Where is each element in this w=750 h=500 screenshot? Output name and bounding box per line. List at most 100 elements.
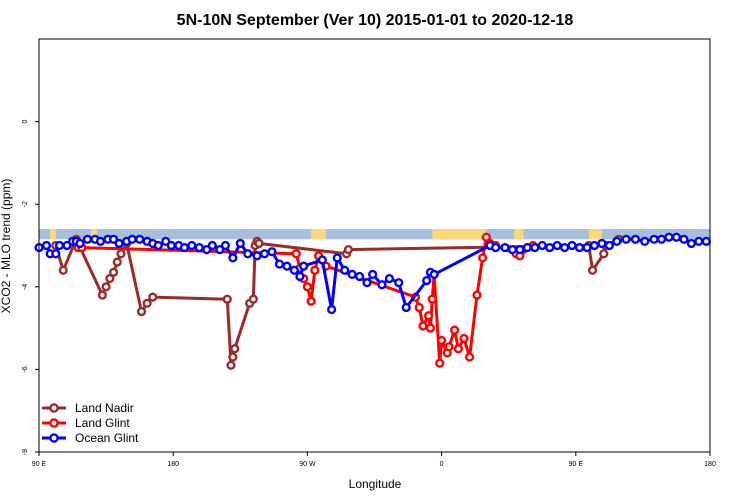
chart-title: 5N-10N September (Ver 10) 2015-01-01 to … xyxy=(177,12,574,29)
data-point xyxy=(207,240,217,251)
data-point xyxy=(377,280,387,290)
data-point xyxy=(289,265,299,275)
data-point xyxy=(567,240,577,251)
land-patch xyxy=(311,228,327,240)
data-point xyxy=(220,240,230,251)
data-point xyxy=(604,240,614,251)
data-point xyxy=(418,321,428,331)
data-point xyxy=(142,298,152,308)
y-tick-label: -8 xyxy=(22,449,29,455)
data-point xyxy=(222,294,232,304)
data-point xyxy=(101,282,111,292)
data-point xyxy=(114,238,124,249)
data-point xyxy=(327,304,337,315)
data-point xyxy=(384,273,395,284)
data-point xyxy=(630,234,641,244)
land-patch xyxy=(91,228,97,240)
data-point xyxy=(422,276,432,286)
data-point xyxy=(136,306,147,317)
data-point xyxy=(450,325,460,335)
data-point xyxy=(194,242,204,253)
data-point xyxy=(656,234,667,244)
data-point xyxy=(574,242,585,253)
data-point xyxy=(394,278,404,288)
data-point xyxy=(58,265,68,275)
land-patch xyxy=(432,228,487,240)
data-point xyxy=(153,240,163,251)
data-point xyxy=(694,236,704,246)
data-point xyxy=(679,234,689,244)
data-point xyxy=(537,240,547,251)
data-point xyxy=(522,242,532,253)
data-point xyxy=(112,257,122,267)
land-patch xyxy=(514,228,524,240)
data-point xyxy=(640,236,650,246)
data-point xyxy=(649,234,659,244)
ocean-band xyxy=(39,228,710,240)
data-point xyxy=(362,278,372,288)
data-point xyxy=(282,261,292,271)
data-point xyxy=(267,247,277,257)
data-point xyxy=(299,261,309,271)
data-point xyxy=(254,238,264,249)
data-point xyxy=(354,271,365,282)
data-point xyxy=(435,358,445,368)
data-point xyxy=(425,323,436,333)
data-point xyxy=(108,267,119,277)
data-point xyxy=(423,311,434,321)
data-point xyxy=(235,238,245,249)
data-point xyxy=(148,292,158,302)
data-point xyxy=(310,265,320,275)
data-point xyxy=(302,282,313,292)
data-point xyxy=(464,352,475,362)
x-tick-label: 0 xyxy=(440,461,444,468)
data-point xyxy=(97,290,107,300)
data-point xyxy=(274,259,285,269)
data-point xyxy=(243,249,253,259)
data-point xyxy=(481,232,491,242)
data-point xyxy=(478,253,488,263)
data-point xyxy=(582,242,592,253)
x-tick-label: 90 W xyxy=(299,461,316,468)
data-point xyxy=(459,333,469,344)
data-point xyxy=(51,249,61,259)
data-point xyxy=(291,249,301,259)
data-point xyxy=(228,352,238,362)
data-point xyxy=(75,238,85,249)
legend-item: Ocean Glint xyxy=(42,431,139,445)
data-point xyxy=(252,251,262,261)
data-point xyxy=(226,360,236,370)
legend-marker xyxy=(49,403,59,413)
y-tick-label: -6 xyxy=(22,366,29,372)
x-tick-label: 90 E xyxy=(569,461,584,468)
legend-marker xyxy=(49,433,59,443)
legend-item: Land Glint xyxy=(42,416,130,430)
data-point xyxy=(545,242,555,253)
data-point xyxy=(701,236,711,246)
data-point xyxy=(552,240,562,251)
y-axis-label: XCO2 - MLO trend (ppm) xyxy=(0,179,13,314)
data-point xyxy=(230,344,240,354)
data-point xyxy=(530,242,540,253)
data-point xyxy=(166,240,176,251)
data-point xyxy=(187,240,197,251)
data-point xyxy=(347,269,357,280)
data-point xyxy=(401,302,411,313)
data-point xyxy=(437,335,447,346)
data-point xyxy=(414,302,424,313)
data-point xyxy=(472,290,482,300)
data-point xyxy=(686,238,696,249)
data-point xyxy=(429,269,439,280)
data-point xyxy=(295,271,305,282)
land-patch xyxy=(588,228,602,240)
data-point xyxy=(612,236,622,246)
plot-frame xyxy=(38,38,711,453)
data-point xyxy=(597,238,607,249)
land-patch xyxy=(50,228,56,240)
x-axis: 90 E 180 90 W 0 90 E 180 xyxy=(32,452,716,468)
land-ocean-strip xyxy=(39,228,710,240)
data-point xyxy=(332,253,342,263)
data-point xyxy=(589,240,600,251)
